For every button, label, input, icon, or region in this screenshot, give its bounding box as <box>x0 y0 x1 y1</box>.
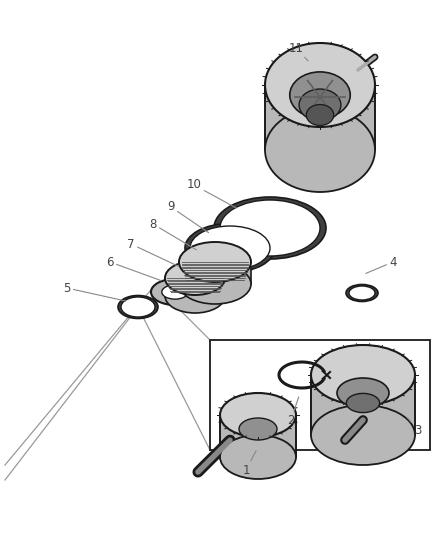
Ellipse shape <box>162 285 188 299</box>
Ellipse shape <box>220 393 296 437</box>
Ellipse shape <box>346 393 380 413</box>
Text: 7: 7 <box>127 238 178 266</box>
Text: 9: 9 <box>167 200 208 232</box>
Ellipse shape <box>220 435 296 479</box>
Ellipse shape <box>121 297 155 317</box>
Bar <box>179 262 251 284</box>
Ellipse shape <box>179 264 251 304</box>
Ellipse shape <box>349 286 375 300</box>
Bar <box>311 375 415 435</box>
Ellipse shape <box>190 226 270 270</box>
Ellipse shape <box>346 285 378 302</box>
Ellipse shape <box>179 242 251 282</box>
Ellipse shape <box>239 418 277 440</box>
Ellipse shape <box>118 295 158 319</box>
Text: 5: 5 <box>64 281 126 301</box>
Ellipse shape <box>165 261 225 295</box>
Ellipse shape <box>214 197 326 259</box>
Text: 1: 1 <box>242 451 256 477</box>
Text: 6: 6 <box>106 255 161 280</box>
Ellipse shape <box>299 89 341 121</box>
Bar <box>265 85 375 150</box>
Ellipse shape <box>185 223 275 272</box>
Bar <box>220 415 296 457</box>
Text: 4: 4 <box>366 255 397 273</box>
Bar <box>165 278 225 296</box>
Text: 8: 8 <box>149 217 196 250</box>
Ellipse shape <box>337 378 389 408</box>
Polygon shape <box>210 340 430 450</box>
Text: 10: 10 <box>187 179 237 208</box>
Text: 2: 2 <box>287 397 299 426</box>
Ellipse shape <box>151 279 199 305</box>
Text: 11: 11 <box>289 42 308 61</box>
Ellipse shape <box>311 345 415 405</box>
Ellipse shape <box>290 72 350 118</box>
Ellipse shape <box>265 108 375 192</box>
Ellipse shape <box>311 405 415 465</box>
Text: 3: 3 <box>408 418 422 437</box>
Ellipse shape <box>165 279 225 313</box>
Ellipse shape <box>306 104 334 125</box>
Ellipse shape <box>220 200 320 256</box>
Ellipse shape <box>265 43 375 127</box>
